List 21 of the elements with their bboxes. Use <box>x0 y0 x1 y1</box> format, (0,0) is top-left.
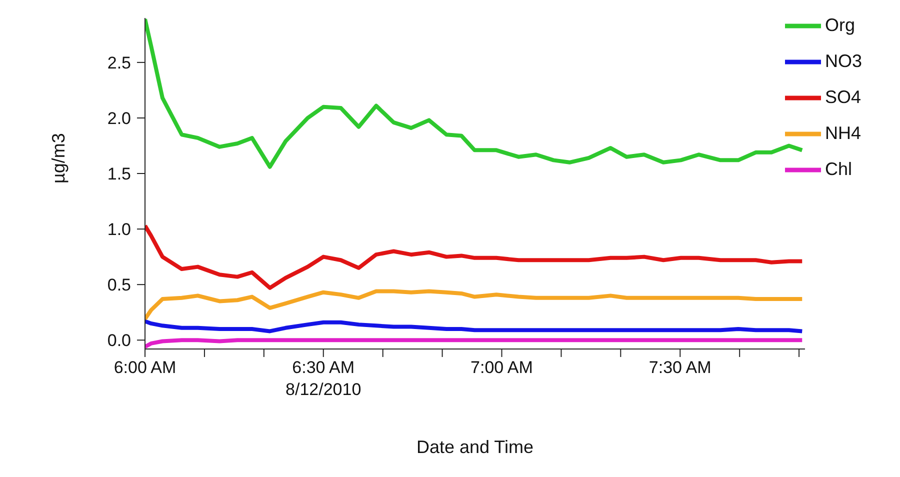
x-tick-label: 7:30 AM <box>648 358 712 377</box>
line-series <box>145 289 804 322</box>
y-tick-label: 2.0 <box>107 108 131 128</box>
y-tick-label: 0.5 <box>107 276 131 295</box>
x-tick-label: 6:00 AM <box>114 358 176 377</box>
line-series <box>145 18 804 169</box>
y-axis-title: µg/m3 <box>48 133 68 184</box>
y-tick-label: 1.0 <box>107 220 131 240</box>
line-series <box>145 224 804 290</box>
legend-label: NH4 <box>824 122 861 143</box>
legend-label: SO4 <box>824 86 862 107</box>
y-tick-label: 1.5 <box>107 164 131 184</box>
x-axis-title: Date and Time <box>416 437 534 457</box>
legend-label: Chl <box>824 158 852 179</box>
y-tick-label: 2.5 <box>107 53 131 72</box>
x-tick-label: 6:30 AM 8/12/2010 <box>286 358 362 399</box>
y-tick-label: 0.0 <box>107 331 131 350</box>
x-tick-label: 7:00 AM <box>470 358 533 377</box>
legend-label: Org <box>824 14 855 35</box>
legend-label: NO3 <box>824 50 862 71</box>
line-series <box>145 319 804 334</box>
